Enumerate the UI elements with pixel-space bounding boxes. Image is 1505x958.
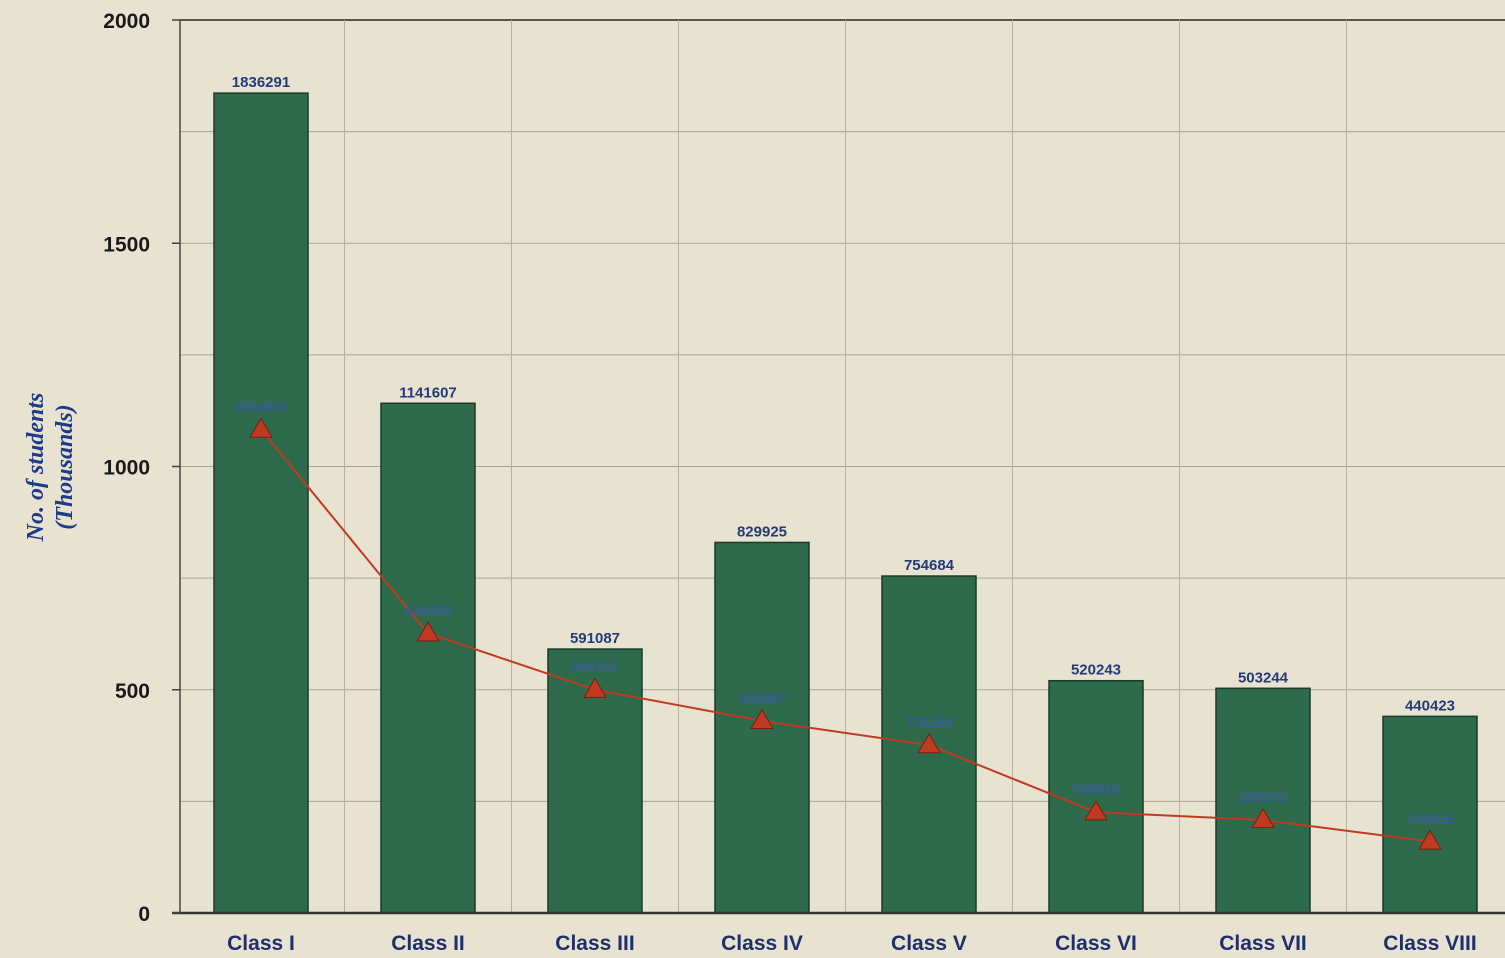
line-marker <box>416 621 440 642</box>
line-value-label: 1082841 <box>234 399 289 415</box>
line-value-label: 376259 <box>906 714 953 730</box>
line-value-label: 208372 <box>1240 789 1287 805</box>
bar-value-label: 591087 <box>570 630 620 647</box>
x-tick-label: Class II <box>391 932 465 955</box>
bar-value-label: 440423 <box>1405 697 1455 714</box>
bar-value-label: 754684 <box>904 557 955 574</box>
line-value-label: 430367 <box>739 690 786 706</box>
line-marker <box>1084 800 1108 821</box>
bar-value-label: 520243 <box>1071 662 1121 679</box>
x-tick-label: Class VIII <box>1383 932 1476 955</box>
x-tick-label: Class VI <box>1055 932 1137 955</box>
line-marker <box>750 708 774 730</box>
grid-lines <box>180 19 1505 913</box>
line-value-label: 225815 <box>1073 781 1120 797</box>
data-labels: 1836291 1141607 591087 829925 754684 520243 50… <box>232 74 1455 826</box>
bar-value-label: 1141607 <box>399 384 457 401</box>
bar-series <box>213 92 1478 914</box>
bar <box>1382 715 1478 914</box>
y-tick-label: 1500 <box>103 233 150 256</box>
line-marker <box>249 417 273 438</box>
line-marker <box>583 677 607 698</box>
bar <box>213 92 309 914</box>
bar <box>1215 687 1311 914</box>
y-tick-label: 500 <box>115 680 150 703</box>
x-tick-label: Class IV <box>721 932 803 955</box>
bar-value-label: 503244 <box>1238 669 1289 686</box>
line-marker <box>917 733 941 754</box>
y-tick-label: 0 <box>138 903 150 926</box>
x-tick-label: Class I <box>227 932 295 955</box>
bar-value-label: 829925 <box>737 523 787 540</box>
y-axis-unit: (Thousands) <box>52 404 78 529</box>
line-value-label: 500152 <box>572 659 619 675</box>
x-tick-label: Class V <box>891 932 967 955</box>
line-marker <box>1251 807 1275 829</box>
line-marker <box>1418 829 1442 850</box>
bar <box>380 402 476 914</box>
line-series <box>249 417 1442 850</box>
x-tick-label: Class VII <box>1219 932 1307 955</box>
line-path <box>260 428 1431 843</box>
bar <box>1048 679 1144 914</box>
y-tick-label: 2000 <box>103 10 150 33</box>
line-value-label: 160235 <box>1407 810 1454 826</box>
y-axis-title: No. of students <box>23 393 49 543</box>
axes: 0 500 1000 1500 2000 Class I Class II Class III… <box>103 10 1505 955</box>
x-tick-label: Class III <box>555 932 634 955</box>
y-tick-label: 1000 <box>103 457 150 480</box>
line-value-label: 626450 <box>405 602 452 618</box>
bar-value-label: 1836291 <box>232 74 290 91</box>
